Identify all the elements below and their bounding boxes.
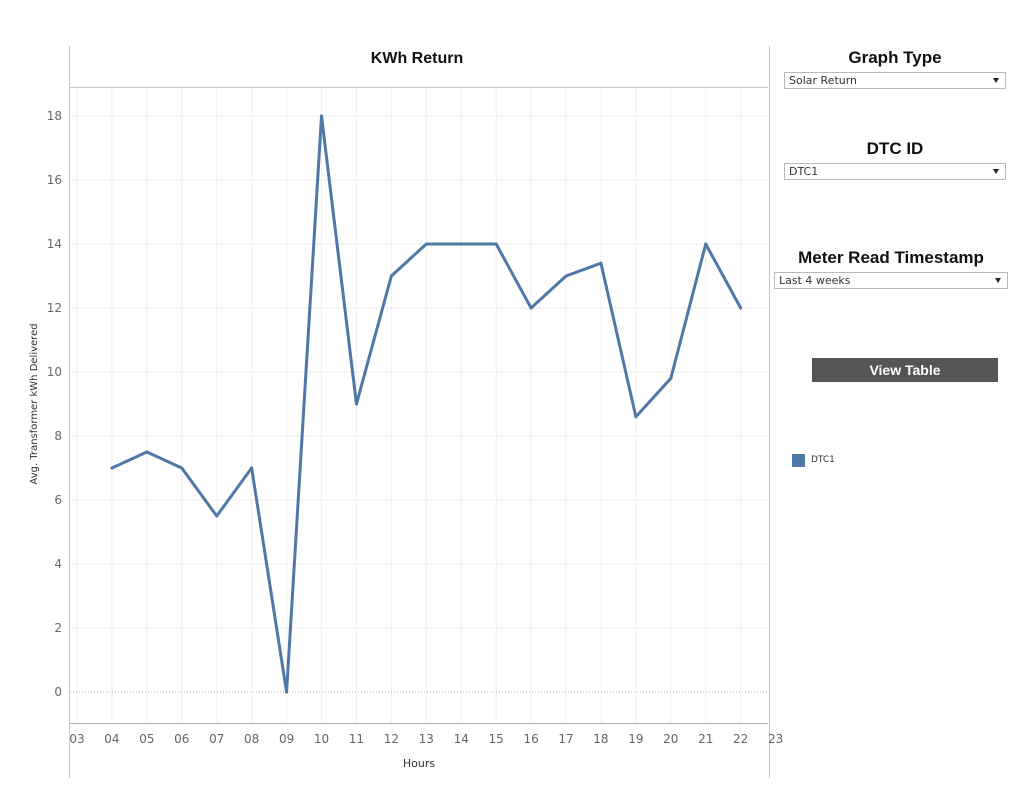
y-tick-label: 14	[47, 237, 62, 251]
x-tick-label: 06	[174, 732, 189, 746]
y-axis-ticks: 0 2 4 6 8 10 12 14 16 18	[47, 109, 62, 699]
meter-read-timestamp-dropdown[interactable]: Last 4 weeks	[774, 272, 1008, 289]
x-tick-label: 03	[69, 732, 84, 746]
data-point[interactable]	[145, 450, 149, 454]
y-tick-label: 0	[54, 685, 62, 699]
chevron-down-icon	[993, 169, 999, 174]
dtc-id-dropdown[interactable]: DTC1	[784, 163, 1006, 180]
data-point[interactable]	[424, 242, 428, 246]
legend-label: DTC1	[811, 455, 835, 465]
data-point[interactable]	[180, 466, 184, 470]
data-point[interactable]	[669, 376, 673, 380]
data-point[interactable]	[564, 274, 568, 278]
data-point[interactable]	[389, 274, 393, 278]
graph-type-dropdown[interactable]: Solar Return	[784, 72, 1006, 89]
x-tick-label: 22	[733, 732, 748, 746]
x-tick-label: 12	[384, 732, 399, 746]
data-point[interactable]	[110, 466, 114, 470]
x-tick-label: 15	[489, 732, 504, 746]
dtc-id-value: DTC1	[789, 165, 819, 178]
x-tick-label: 13	[419, 732, 434, 746]
y-tick-label: 6	[54, 493, 62, 507]
x-tick-label: 16	[523, 732, 538, 746]
data-point[interactable]	[250, 466, 254, 470]
x-tick-label: 20	[663, 732, 678, 746]
x-tick-label: 18	[593, 732, 608, 746]
y-tick-label: 8	[54, 429, 62, 443]
chart-gridlines	[70, 87, 768, 723]
x-axis-title: Hours	[403, 757, 435, 770]
x-tick-label: 04	[104, 732, 119, 746]
chart-frame	[69, 46, 770, 778]
x-tick-label: 05	[139, 732, 154, 746]
dtc-id-title: DTC ID	[866, 139, 924, 158]
data-point[interactable]	[529, 306, 533, 310]
meter-read-timestamp-value: Last 4 weeks	[779, 274, 851, 287]
data-point[interactable]	[459, 242, 463, 246]
data-point[interactable]	[599, 261, 603, 265]
y-tick-label: 2	[54, 621, 62, 635]
x-tick-label: 07	[209, 732, 224, 746]
chevron-down-icon	[993, 78, 999, 83]
data-point[interactable]	[704, 242, 708, 246]
data-point[interactable]	[285, 690, 289, 694]
x-tick-label: 23	[768, 732, 783, 746]
data-point[interactable]	[320, 114, 324, 118]
graph-type-title: Graph Type	[848, 48, 942, 67]
series-layer	[110, 114, 743, 694]
graph-type-value: Solar Return	[789, 74, 858, 87]
data-point[interactable]	[354, 402, 358, 406]
chart-title: KWh Return	[371, 50, 463, 67]
x-tick-label: 09	[279, 732, 294, 746]
chevron-down-icon	[995, 278, 1001, 283]
y-tick-label: 12	[47, 301, 62, 315]
y-tick-label: 10	[47, 365, 62, 379]
y-tick-label: 4	[54, 557, 62, 571]
meter-read-timestamp-title: Meter Read Timestamp	[798, 248, 984, 267]
data-point[interactable]	[215, 514, 219, 518]
view-table-button[interactable]: View Table	[812, 358, 998, 382]
x-axis-ticks: 03 04 05 06 07 08 09 10 11 12 13 14 15 16 17 18 19 20 21 22…	[69, 732, 783, 746]
x-tick-label: 19	[628, 732, 643, 746]
x-tick-label: 21	[698, 732, 713, 746]
legend-swatch	[792, 454, 805, 467]
data-point[interactable]	[494, 242, 498, 246]
data-point[interactable]	[739, 306, 743, 310]
y-axis-title: Avg. Transformer kWh Delivered	[29, 323, 40, 484]
x-tick-label: 10	[314, 732, 329, 746]
data-point[interactable]	[634, 415, 638, 419]
x-tick-label: 17	[558, 732, 573, 746]
y-tick-label: 18	[47, 109, 62, 123]
y-tick-label: 16	[47, 173, 62, 187]
x-tick-label: 11	[349, 732, 364, 746]
x-tick-label: 14	[454, 732, 469, 746]
x-tick-label: 08	[244, 732, 259, 746]
